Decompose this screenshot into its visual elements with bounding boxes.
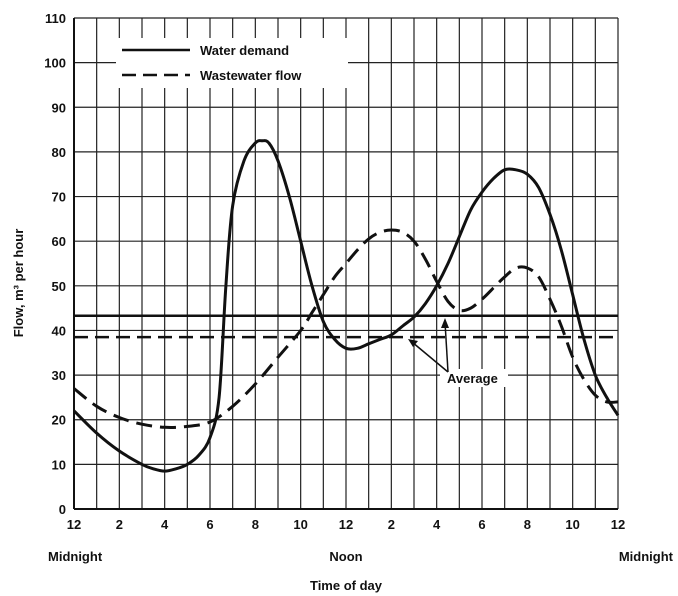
series-line-wastewater-flow <box>73 228 619 429</box>
axes <box>73 18 618 510</box>
x-sub-label: Noon <box>329 549 362 564</box>
average-label-background <box>440 369 508 387</box>
y-tick-label: 30 <box>52 368 66 383</box>
x-sub-label: Midnight <box>48 549 103 564</box>
y-tick-label: 60 <box>52 234 66 249</box>
average-lines <box>74 314 618 339</box>
series-lines <box>72 139 620 473</box>
y-tick-label: 100 <box>44 56 66 71</box>
tick-labels: 0 10 20 30 40 50 60 70 80 90 100 110 12 2 4 6 8 10 12 2 4 6 8 1… <box>44 11 673 564</box>
grid-lines <box>73 17 619 510</box>
y-tick-label: 20 <box>52 413 66 428</box>
y-tick-label: 80 <box>52 145 66 160</box>
x-tick-label: 8 <box>524 517 531 532</box>
x-tick-label: 12 <box>339 517 353 532</box>
x-tick-label: 4 <box>161 517 169 532</box>
legend: Water demand Wastewater flow <box>116 38 348 88</box>
x-tick-label: 6 <box>478 517 485 532</box>
y-tick-label: 0 <box>59 502 66 517</box>
series-line-water-demand <box>72 139 620 473</box>
x-tick-label: 8 <box>252 517 259 532</box>
x-tick-label: 6 <box>206 517 213 532</box>
x-axis-title: Time of day <box>310 578 383 593</box>
x-tick-label: 2 <box>388 517 395 532</box>
average-arrowhead-wastewater <box>408 339 418 347</box>
average-arrow-demand <box>444 321 449 373</box>
x-sub-label: Midnight <box>619 549 674 564</box>
y-tick-label: 10 <box>52 457 66 472</box>
x-tick-label: 2 <box>116 517 123 532</box>
y-tick-label: 50 <box>52 279 66 294</box>
average-label: Average <box>447 371 498 386</box>
legend-label-water-demand: Water demand <box>200 43 289 58</box>
x-tick-label: 10 <box>293 517 307 532</box>
average-arrow-wastewater <box>411 341 449 373</box>
x-tick-label: 12 <box>67 517 81 532</box>
y-tick-label: 40 <box>52 323 66 338</box>
y-tick-label: 90 <box>52 100 66 115</box>
y-tick-label: 110 <box>45 11 66 26</box>
y-axis-title: Flow, m³ per hour <box>11 229 26 338</box>
x-tick-label: 10 <box>565 517 579 532</box>
legend-label-wastewater-flow: Wastewater flow <box>200 68 302 83</box>
legend-background <box>116 38 348 88</box>
y-tick-label: 70 <box>52 190 66 205</box>
average-annotation: Average <box>408 318 508 387</box>
x-tick-label: 4 <box>433 517 441 532</box>
x-tick-label: 12 <box>611 517 625 532</box>
average-arrowhead-demand <box>441 318 449 328</box>
